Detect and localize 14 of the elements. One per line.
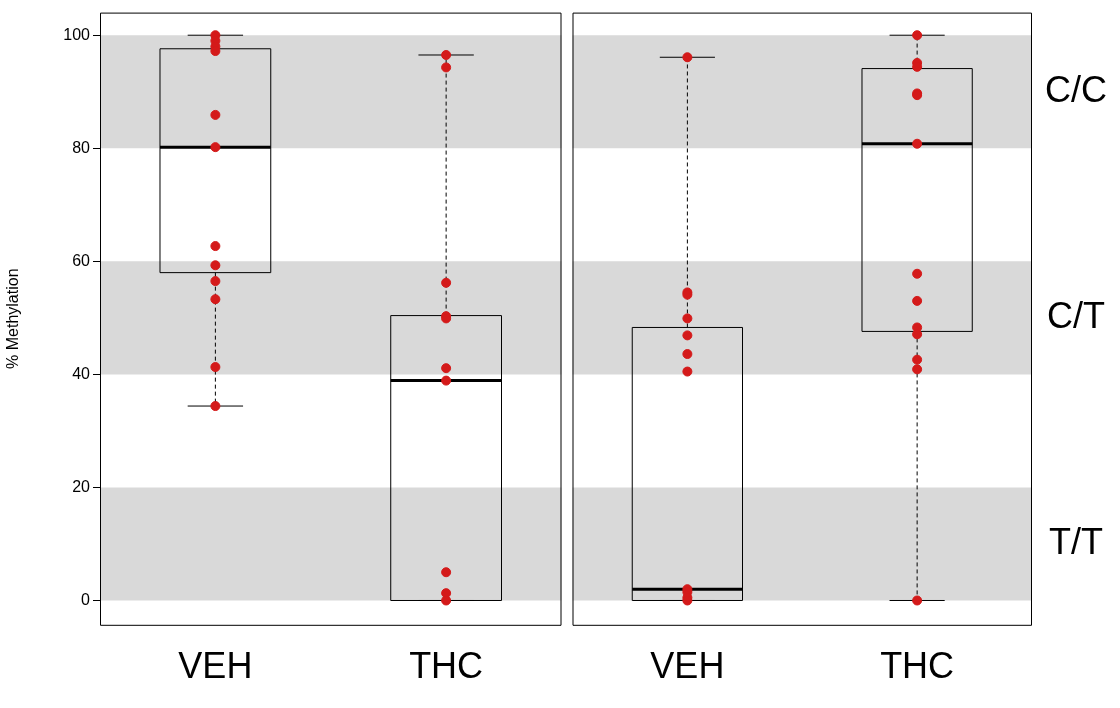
y-tick-label: 100	[63, 25, 91, 43]
y-axis-title: % Methylation	[4, 268, 22, 369]
x-tick-label: VEH	[178, 645, 253, 687]
band-label: T/T	[1049, 520, 1103, 562]
y-tick-label: 0	[81, 590, 91, 608]
y-tick-label: 60	[72, 251, 91, 269]
y-tick-label: 40	[72, 364, 91, 382]
y-tick-label: 20	[72, 477, 91, 495]
x-tick-label: THC	[880, 645, 955, 687]
x-tick-label: VEH	[650, 645, 725, 687]
band-label: C/C	[1045, 68, 1107, 110]
x-tick-label: THC	[409, 645, 484, 687]
band-label: C/T	[1047, 294, 1105, 336]
y-tick-label: 80	[72, 138, 91, 156]
